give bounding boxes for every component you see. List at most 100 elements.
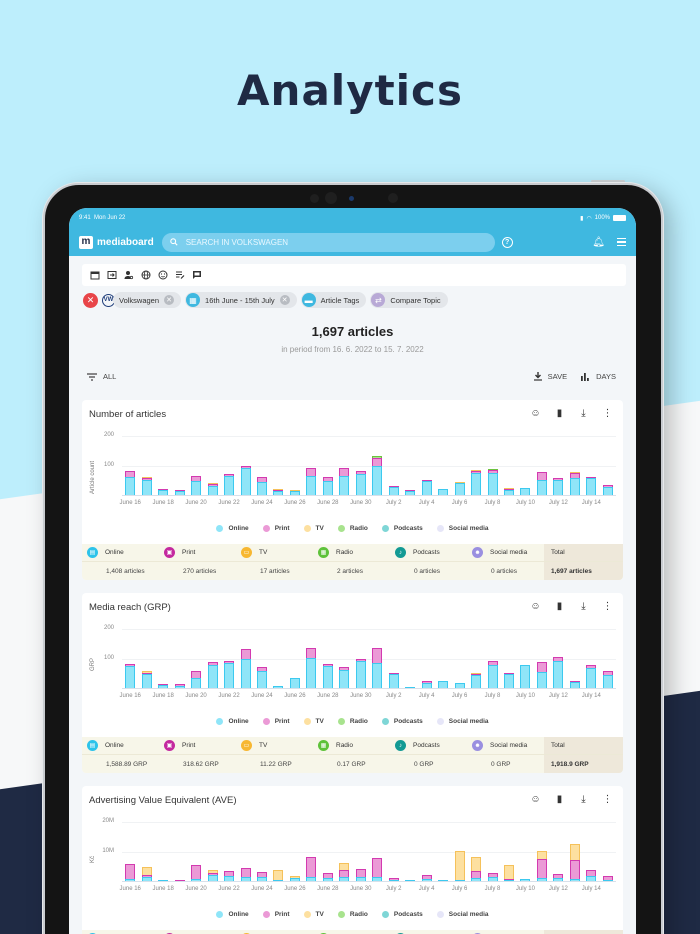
sentiment-icon[interactable]: ☺ — [530, 794, 541, 805]
bar-july-8[interactable] — [487, 873, 498, 881]
bar-chart-icon[interactable]: ▮ — [556, 408, 563, 419]
legend-item-podcasts[interactable]: Podcasts — [381, 911, 423, 918]
notes-icon[interactable] — [174, 270, 185, 281]
bar-july-10[interactable] — [520, 878, 531, 881]
more-options-icon[interactable]: ⋮ — [602, 408, 613, 419]
bar-july-7[interactable] — [471, 856, 482, 881]
bar-july-3[interactable] — [405, 490, 416, 495]
bar-july-14[interactable] — [586, 665, 597, 688]
more-options-icon[interactable]: ⋮ — [602, 794, 613, 805]
bar-june-30[interactable] — [355, 471, 366, 495]
bar-july-6[interactable] — [454, 850, 465, 881]
chip-date-range[interactable]: ▦ 16th June - 15th July ✕ — [185, 292, 297, 308]
bar-june-21[interactable] — [207, 662, 218, 688]
legend-item-tv[interactable]: TV — [303, 718, 324, 725]
bar-june-30[interactable] — [355, 868, 366, 881]
chip-remove-icon[interactable]: ✕ — [279, 295, 290, 305]
bar-july-10[interactable] — [520, 664, 531, 688]
bar-june-23[interactable] — [240, 648, 251, 688]
legend-item-online[interactable]: Online — [216, 718, 249, 725]
bar-july-3[interactable] — [405, 686, 416, 688]
bar-june-24[interactable] — [256, 872, 267, 881]
legend-item-social-media[interactable]: Social media — [436, 911, 489, 918]
bar-july-2[interactable] — [388, 673, 399, 688]
filter-all-button[interactable]: ALL — [87, 372, 116, 381]
bar-june-16[interactable] — [125, 863, 136, 881]
bar-july-4[interactable] — [421, 479, 432, 495]
bar-chart-icon[interactable]: ▮ — [556, 794, 563, 805]
bar-june-29[interactable] — [339, 468, 350, 495]
chip-article-tags[interactable]: ▬ Article Tags — [300, 292, 367, 308]
bar-july-14[interactable] — [586, 476, 597, 495]
save-button[interactable]: SAVE — [533, 372, 567, 381]
bar-july-2[interactable] — [388, 878, 399, 881]
bar-july-9[interactable] — [503, 673, 514, 688]
comment-icon[interactable] — [191, 270, 202, 281]
bar-july-1[interactable] — [372, 456, 383, 495]
legend-item-tv[interactable]: TV — [303, 525, 324, 532]
bar-june-20[interactable] — [191, 670, 202, 688]
bar-july-6[interactable] — [454, 481, 465, 495]
legend-item-social-media[interactable]: Social media — [436, 525, 489, 532]
bar-june-23[interactable] — [240, 466, 251, 495]
bar-july-15[interactable] — [602, 875, 613, 881]
bar-june-25[interactable] — [273, 870, 284, 881]
bar-june-29[interactable] — [339, 863, 350, 881]
bar-june-25[interactable] — [273, 686, 284, 688]
download-icon[interactable]: ⤓ — [581, 794, 586, 805]
bar-july-4[interactable] — [421, 680, 432, 688]
bar-june-20[interactable] — [191, 864, 202, 881]
bar-july-11[interactable] — [536, 662, 547, 688]
bar-july-8[interactable] — [487, 468, 498, 495]
chip-remove-icon[interactable]: ✕ — [164, 295, 175, 305]
bar-july-7[interactable] — [471, 470, 482, 495]
bar-june-24[interactable] — [256, 477, 267, 495]
bar-june-22[interactable] — [224, 473, 235, 495]
sentiment-icon[interactable]: ☺ — [530, 408, 541, 419]
download-icon[interactable]: ⤓ — [581, 601, 586, 612]
bar-june-27[interactable] — [306, 857, 317, 881]
clear-filters-button[interactable]: ✕ — [83, 292, 98, 308]
bar-june-18[interactable] — [158, 489, 169, 495]
bar-june-29[interactable] — [339, 666, 350, 688]
bar-june-16[interactable] — [125, 471, 136, 495]
chip-compare-topic[interactable]: ⇄ Compare Topic — [370, 292, 448, 308]
bar-june-17[interactable] — [141, 671, 152, 688]
legend-item-tv[interactable]: TV — [303, 911, 324, 918]
more-options-icon[interactable]: ⋮ — [602, 601, 613, 612]
bar-july-15[interactable] — [602, 484, 613, 495]
bar-june-20[interactable] — [191, 476, 202, 495]
bar-july-12[interactable] — [553, 657, 564, 688]
bar-june-28[interactable] — [322, 873, 333, 881]
bar-june-25[interactable] — [273, 488, 284, 495]
bar-june-18[interactable] — [158, 879, 169, 881]
bar-june-26[interactable] — [289, 489, 300, 495]
legend-item-radio[interactable]: Radio — [337, 718, 368, 725]
bar-july-5[interactable] — [438, 680, 449, 688]
calendar-icon[interactable] — [89, 270, 100, 281]
bar-july-11[interactable] — [536, 472, 547, 495]
bar-july-15[interactable] — [602, 671, 613, 688]
bar-july-10[interactable] — [520, 487, 531, 495]
bar-june-22[interactable] — [224, 870, 235, 881]
bar-june-26[interactable] — [289, 876, 300, 881]
bar-july-8[interactable] — [487, 661, 498, 688]
bar-june-19[interactable] — [174, 879, 185, 881]
bar-july-12[interactable] — [553, 477, 564, 495]
bar-july-2[interactable] — [388, 486, 399, 495]
author-search-icon[interactable] — [123, 270, 134, 281]
bar-july-9[interactable] — [503, 487, 514, 495]
globe-icon[interactable] — [140, 270, 151, 281]
bar-june-19[interactable] — [174, 683, 185, 688]
bar-june-18[interactable] — [158, 684, 169, 688]
bar-june-27[interactable] — [306, 468, 317, 495]
bar-june-19[interactable] — [174, 489, 185, 495]
bar-june-16[interactable] — [125, 663, 136, 688]
bar-july-9[interactable] — [503, 864, 514, 881]
bar-june-17[interactable] — [141, 477, 152, 495]
bar-june-30[interactable] — [355, 658, 366, 688]
bar-june-21[interactable] — [207, 482, 218, 495]
bar-june-21[interactable] — [207, 870, 218, 881]
bar-july-13[interactable] — [569, 471, 580, 495]
legend-item-podcasts[interactable]: Podcasts — [381, 718, 423, 725]
